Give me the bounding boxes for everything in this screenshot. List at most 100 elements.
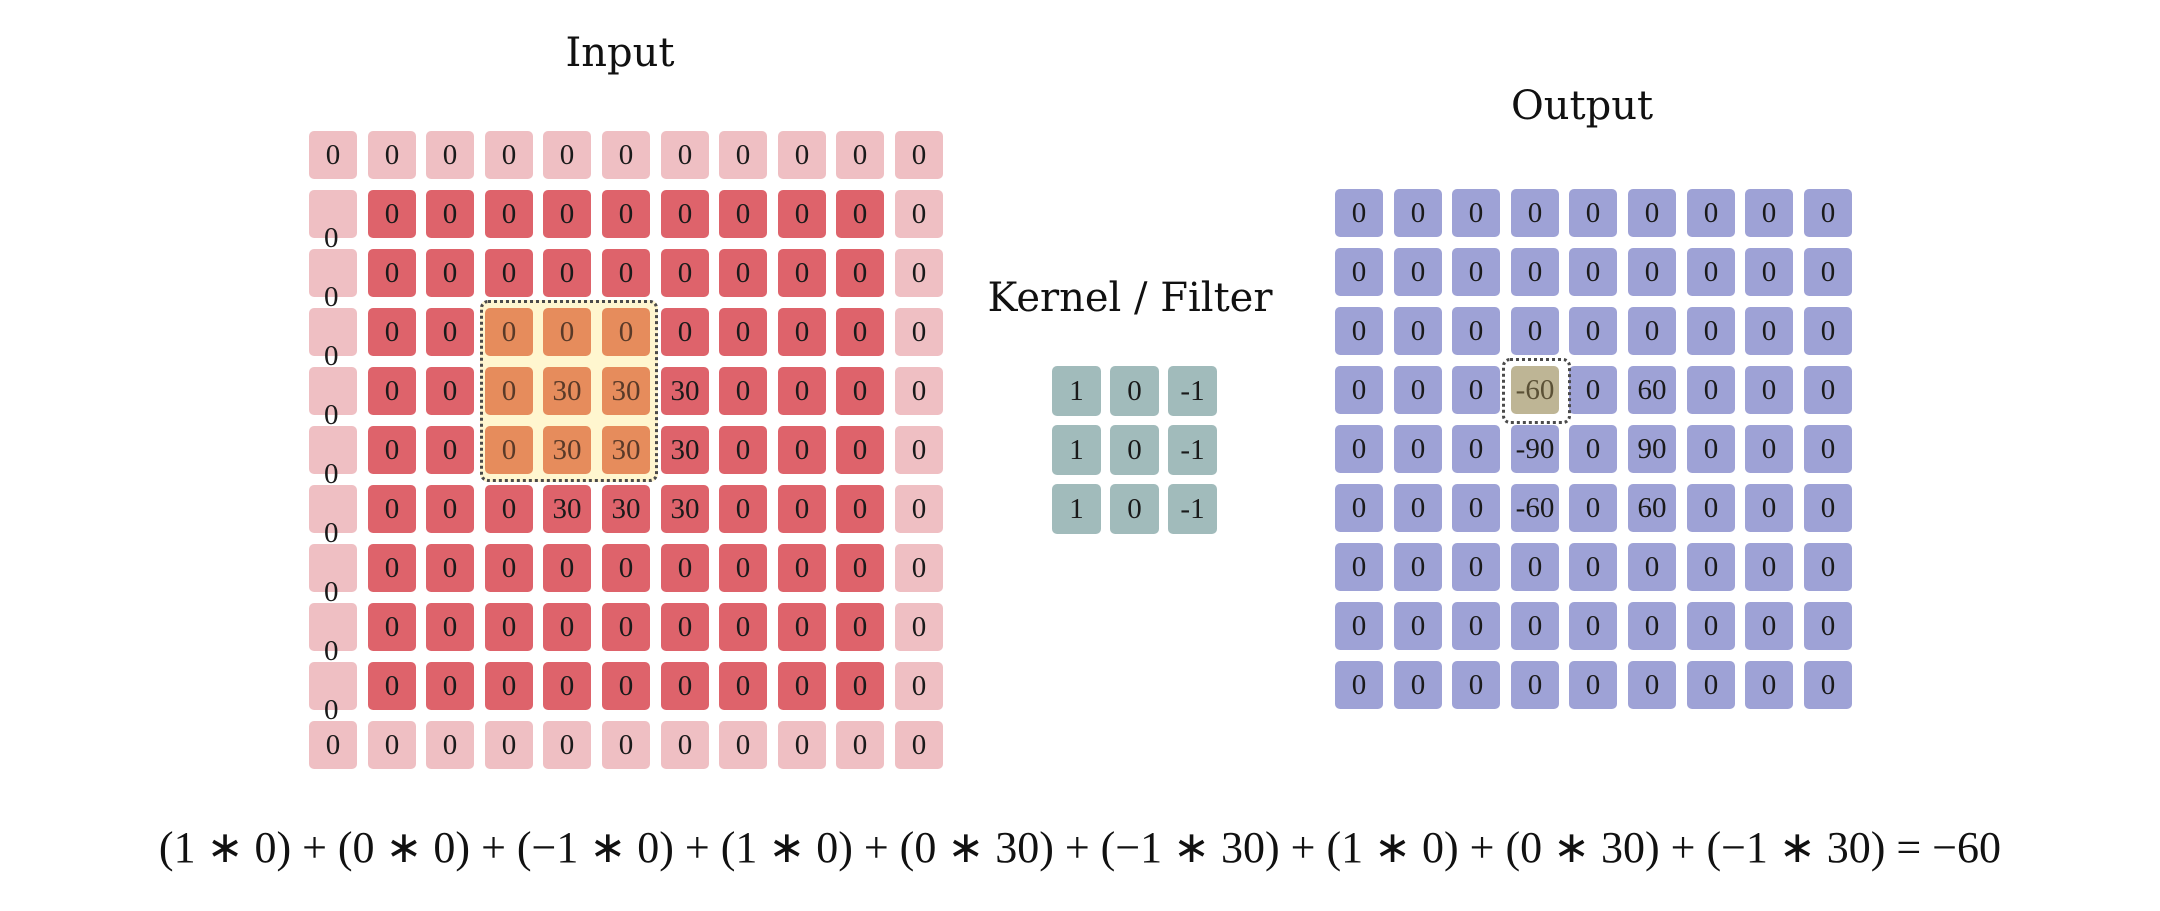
input-cell: 0: [426, 190, 474, 238]
input-cell: 0: [543, 662, 591, 710]
input-cell: 0: [602, 544, 650, 592]
input-window-cell: 0: [485, 308, 533, 356]
output-cell: 0: [1452, 543, 1500, 591]
output-cell: 0: [1569, 425, 1617, 473]
output-cell: 0: [1394, 661, 1442, 709]
input-window-cell: 0: [485, 426, 533, 474]
output-cell: 0: [1745, 484, 1793, 532]
input-cell: 30: [543, 485, 591, 533]
input-cell: 0: [778, 426, 826, 474]
input-padding-cell: [309, 308, 357, 356]
input-cell: 0: [836, 249, 884, 297]
output-cell: 0: [1687, 189, 1735, 237]
input-cell: 0: [426, 485, 474, 533]
kernel-cell: -1: [1168, 425, 1217, 475]
input-padding-cell: 0: [836, 131, 884, 179]
input-cell: 0: [719, 367, 767, 415]
input-padding-cell: [309, 249, 357, 297]
output-cell: 0: [1745, 248, 1793, 296]
output-cell: 0: [1511, 248, 1559, 296]
input-cell: 0: [426, 426, 474, 474]
input-padding-cell: 0: [778, 131, 826, 179]
input-cell: 0: [368, 308, 416, 356]
output-cell: 0: [1745, 189, 1793, 237]
input-padding-label: 0: [324, 399, 339, 431]
output-cell: 0: [1335, 189, 1383, 237]
input-cell: 0: [543, 190, 591, 238]
input-cell: 0: [426, 367, 474, 415]
input-window-cell: 0: [602, 308, 650, 356]
input-cell: 0: [543, 544, 591, 592]
input-cell: 0: [778, 190, 826, 238]
input-padding-label: 0: [324, 222, 339, 254]
input-cell: 0: [602, 190, 650, 238]
kernel-title: Kernel / Filter: [987, 275, 1273, 321]
output-cell: 0: [1804, 543, 1852, 591]
output-cell: 0: [1687, 425, 1735, 473]
output-cell: 60: [1628, 366, 1676, 414]
input-cell: 0: [602, 249, 650, 297]
output-cell: 0: [1628, 307, 1676, 355]
input-cell: 0: [719, 190, 767, 238]
input-cell: 0: [661, 308, 709, 356]
kernel-cell: 1: [1052, 425, 1101, 475]
input-padding-cell: 0: [895, 249, 943, 297]
output-cell: 0: [1745, 602, 1793, 650]
input-cell: 0: [485, 662, 533, 710]
convolution-equation: (1 ∗ 0) + (0 ∗ 0) + (−1 ∗ 0) + (1 ∗ 0) +…: [158, 823, 2002, 872]
output-cell: 0: [1394, 366, 1442, 414]
output-cell: 0: [1628, 543, 1676, 591]
input-cell: 0: [602, 603, 650, 651]
input-cell: 0: [426, 544, 474, 592]
output-cell: 0: [1569, 543, 1617, 591]
output-cell: 0: [1628, 248, 1676, 296]
kernel-cell: 1: [1052, 484, 1101, 534]
output-cell: 0: [1569, 661, 1617, 709]
input-cell: 0: [778, 662, 826, 710]
output-highlight-cell: -60: [1511, 366, 1559, 414]
input-padding-label: 0: [324, 635, 339, 667]
input-cell: 0: [543, 603, 591, 651]
kernel-cell: -1: [1168, 484, 1217, 534]
output-cell: -90: [1511, 425, 1559, 473]
output-cell: 0: [1687, 661, 1735, 709]
input-padding-cell: 0: [895, 662, 943, 710]
input-padding-cell: 0: [895, 190, 943, 238]
input-padding-cell: 0: [368, 131, 416, 179]
kernel-cell: 0: [1110, 484, 1159, 534]
output-cell: 0: [1452, 602, 1500, 650]
output-cell: 0: [1394, 543, 1442, 591]
output-cell: 0: [1335, 425, 1383, 473]
output-cell: 0: [1452, 366, 1500, 414]
input-cell: 0: [836, 662, 884, 710]
output-cell: 0: [1335, 661, 1383, 709]
input-cell: 0: [778, 603, 826, 651]
input-window-cell: 30: [602, 426, 650, 474]
output-cell: 0: [1804, 425, 1852, 473]
output-cell: 0: [1687, 543, 1735, 591]
input-cell: 0: [661, 662, 709, 710]
input-cell: 0: [426, 603, 474, 651]
input-window-cell: 30: [543, 367, 591, 415]
output-cell: 0: [1335, 543, 1383, 591]
input-cell: 0: [836, 190, 884, 238]
input-padding-cell: [309, 426, 357, 474]
kernel-cell: 1: [1052, 366, 1101, 416]
input-padding-cell: 0: [309, 721, 357, 769]
input-padding-label: 0: [324, 694, 339, 726]
input-padding-label: 0: [324, 458, 339, 490]
input-padding-cell: 0: [719, 131, 767, 179]
input-padding-label: 0: [324, 517, 339, 549]
output-cell: 0: [1394, 425, 1442, 473]
output-cell: 0: [1745, 307, 1793, 355]
input-cell: 0: [719, 426, 767, 474]
output-cell: 0: [1511, 543, 1559, 591]
output-cell: 0: [1394, 307, 1442, 355]
output-cell: 0: [1804, 307, 1852, 355]
input-padding-cell: 0: [426, 131, 474, 179]
input-cell: 0: [661, 249, 709, 297]
input-padding-cell: 0: [661, 131, 709, 179]
input-padding-cell: [309, 544, 357, 592]
input-cell: 0: [485, 544, 533, 592]
input-cell: 0: [661, 603, 709, 651]
